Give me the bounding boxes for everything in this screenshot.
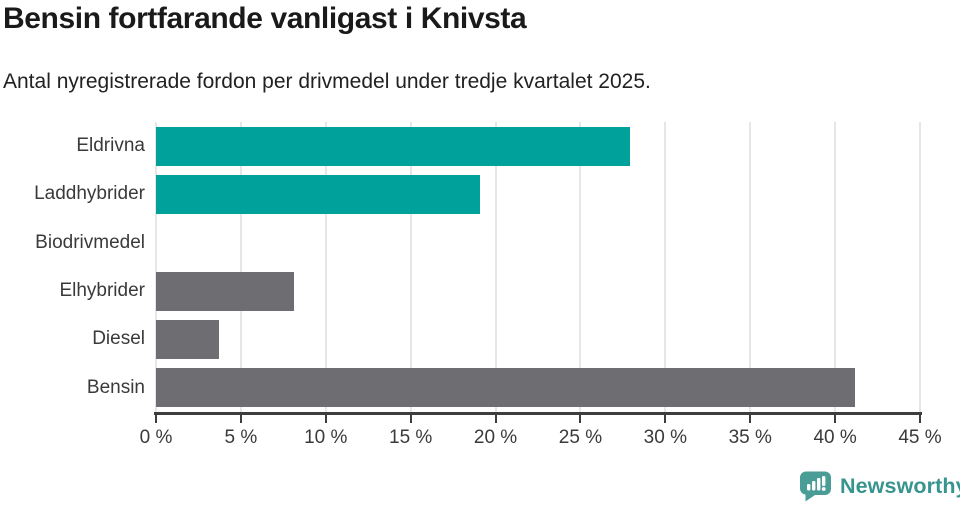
x-axis-tick-label-5: 5 % — [224, 427, 258, 448]
x-axis-tick-15 — [409, 415, 412, 423]
gridline-5 — [239, 122, 242, 412]
x-axis-tick-label-25: 25 % — [558, 427, 603, 448]
x-axis-tick-label-40: 40 % — [813, 427, 857, 448]
x-axis-tick-40 — [834, 415, 837, 423]
x-axis-tick-label-0: 0 % — [139, 427, 173, 448]
x-axis-tick-label-35: 35 % — [728, 427, 772, 448]
newsworthy-logo-icon — [800, 471, 831, 502]
x-axis-tick-30 — [664, 415, 667, 423]
gridline-30 — [664, 122, 667, 412]
bar-elhybrider — [156, 271, 294, 311]
x-axis-tick-label-15: 15 % — [389, 427, 433, 448]
bar-row-bensin — [156, 364, 920, 412]
category-label-elhybrider: Elhybrider — [59, 280, 145, 302]
category-axis: Eldrivna Laddhybrider Biodrivmedel Elhybrid… — [0, 122, 145, 412]
x-axis-tick-0 — [155, 415, 157, 423]
gridline-15 — [409, 122, 412, 412]
x-axis: 0 % 5 % 10 % 15 % 20 % 25 % 30 % 35 % 40 % 45 % — [140, 412, 942, 462]
x-axis-line — [154, 412, 922, 415]
chart-subtitle: Antal nyregistrerade fordon per drivmede… — [3, 70, 651, 93]
x-axis-tick-25 — [579, 415, 582, 423]
gridline-40 — [834, 122, 837, 412]
category-label-laddhybrider: Laddhybrider — [34, 183, 145, 205]
x-axis-tick-45 — [919, 415, 921, 423]
x-axis-tick-10 — [324, 415, 327, 423]
x-axis-tick-35 — [749, 415, 752, 423]
bar-eldrivna — [156, 126, 630, 166]
gridline-20 — [494, 122, 497, 412]
category-label-bensin: Bensin — [86, 376, 145, 398]
bar-laddhybrider — [156, 174, 481, 214]
x-axis-tick-label-20: 20 % — [473, 427, 518, 448]
newsworthy-logo: Newsworthy — [799, 470, 960, 503]
bar-row-eldrivna — [156, 122, 920, 170]
x-axis-tick-5 — [239, 415, 242, 423]
chart-title: Bensin fortfarande vanligast i Knivsta — [3, 2, 527, 35]
bar-row-diesel — [156, 315, 920, 363]
bar-bensin — [156, 368, 856, 408]
x-axis-tick-label-45: 45 % — [898, 427, 942, 448]
bar-row-biodrivmedel — [156, 219, 920, 267]
gridline-25 — [579, 122, 582, 412]
gridline-0 — [155, 122, 157, 412]
bar-diesel — [156, 319, 219, 359]
newsworthy-logo-text: Newsworthy — [840, 474, 960, 498]
x-axis-tick-label-10: 10 % — [304, 427, 348, 448]
category-label-diesel: Diesel — [92, 328, 145, 350]
gridline-35 — [749, 122, 752, 412]
category-label-biodrivmedel: Biodrivmedel — [35, 231, 145, 253]
bar-row-laddhybrider — [156, 170, 920, 218]
x-axis-tick-label-30: 30 % — [643, 427, 687, 448]
bar-row-elhybrider — [156, 267, 920, 315]
plot-area — [155, 122, 921, 412]
category-label-eldrivna: Eldrivna — [76, 135, 145, 157]
x-axis-tick-20 — [494, 415, 497, 423]
gridline-10 — [324, 122, 327, 412]
gridline-45 — [919, 122, 921, 412]
